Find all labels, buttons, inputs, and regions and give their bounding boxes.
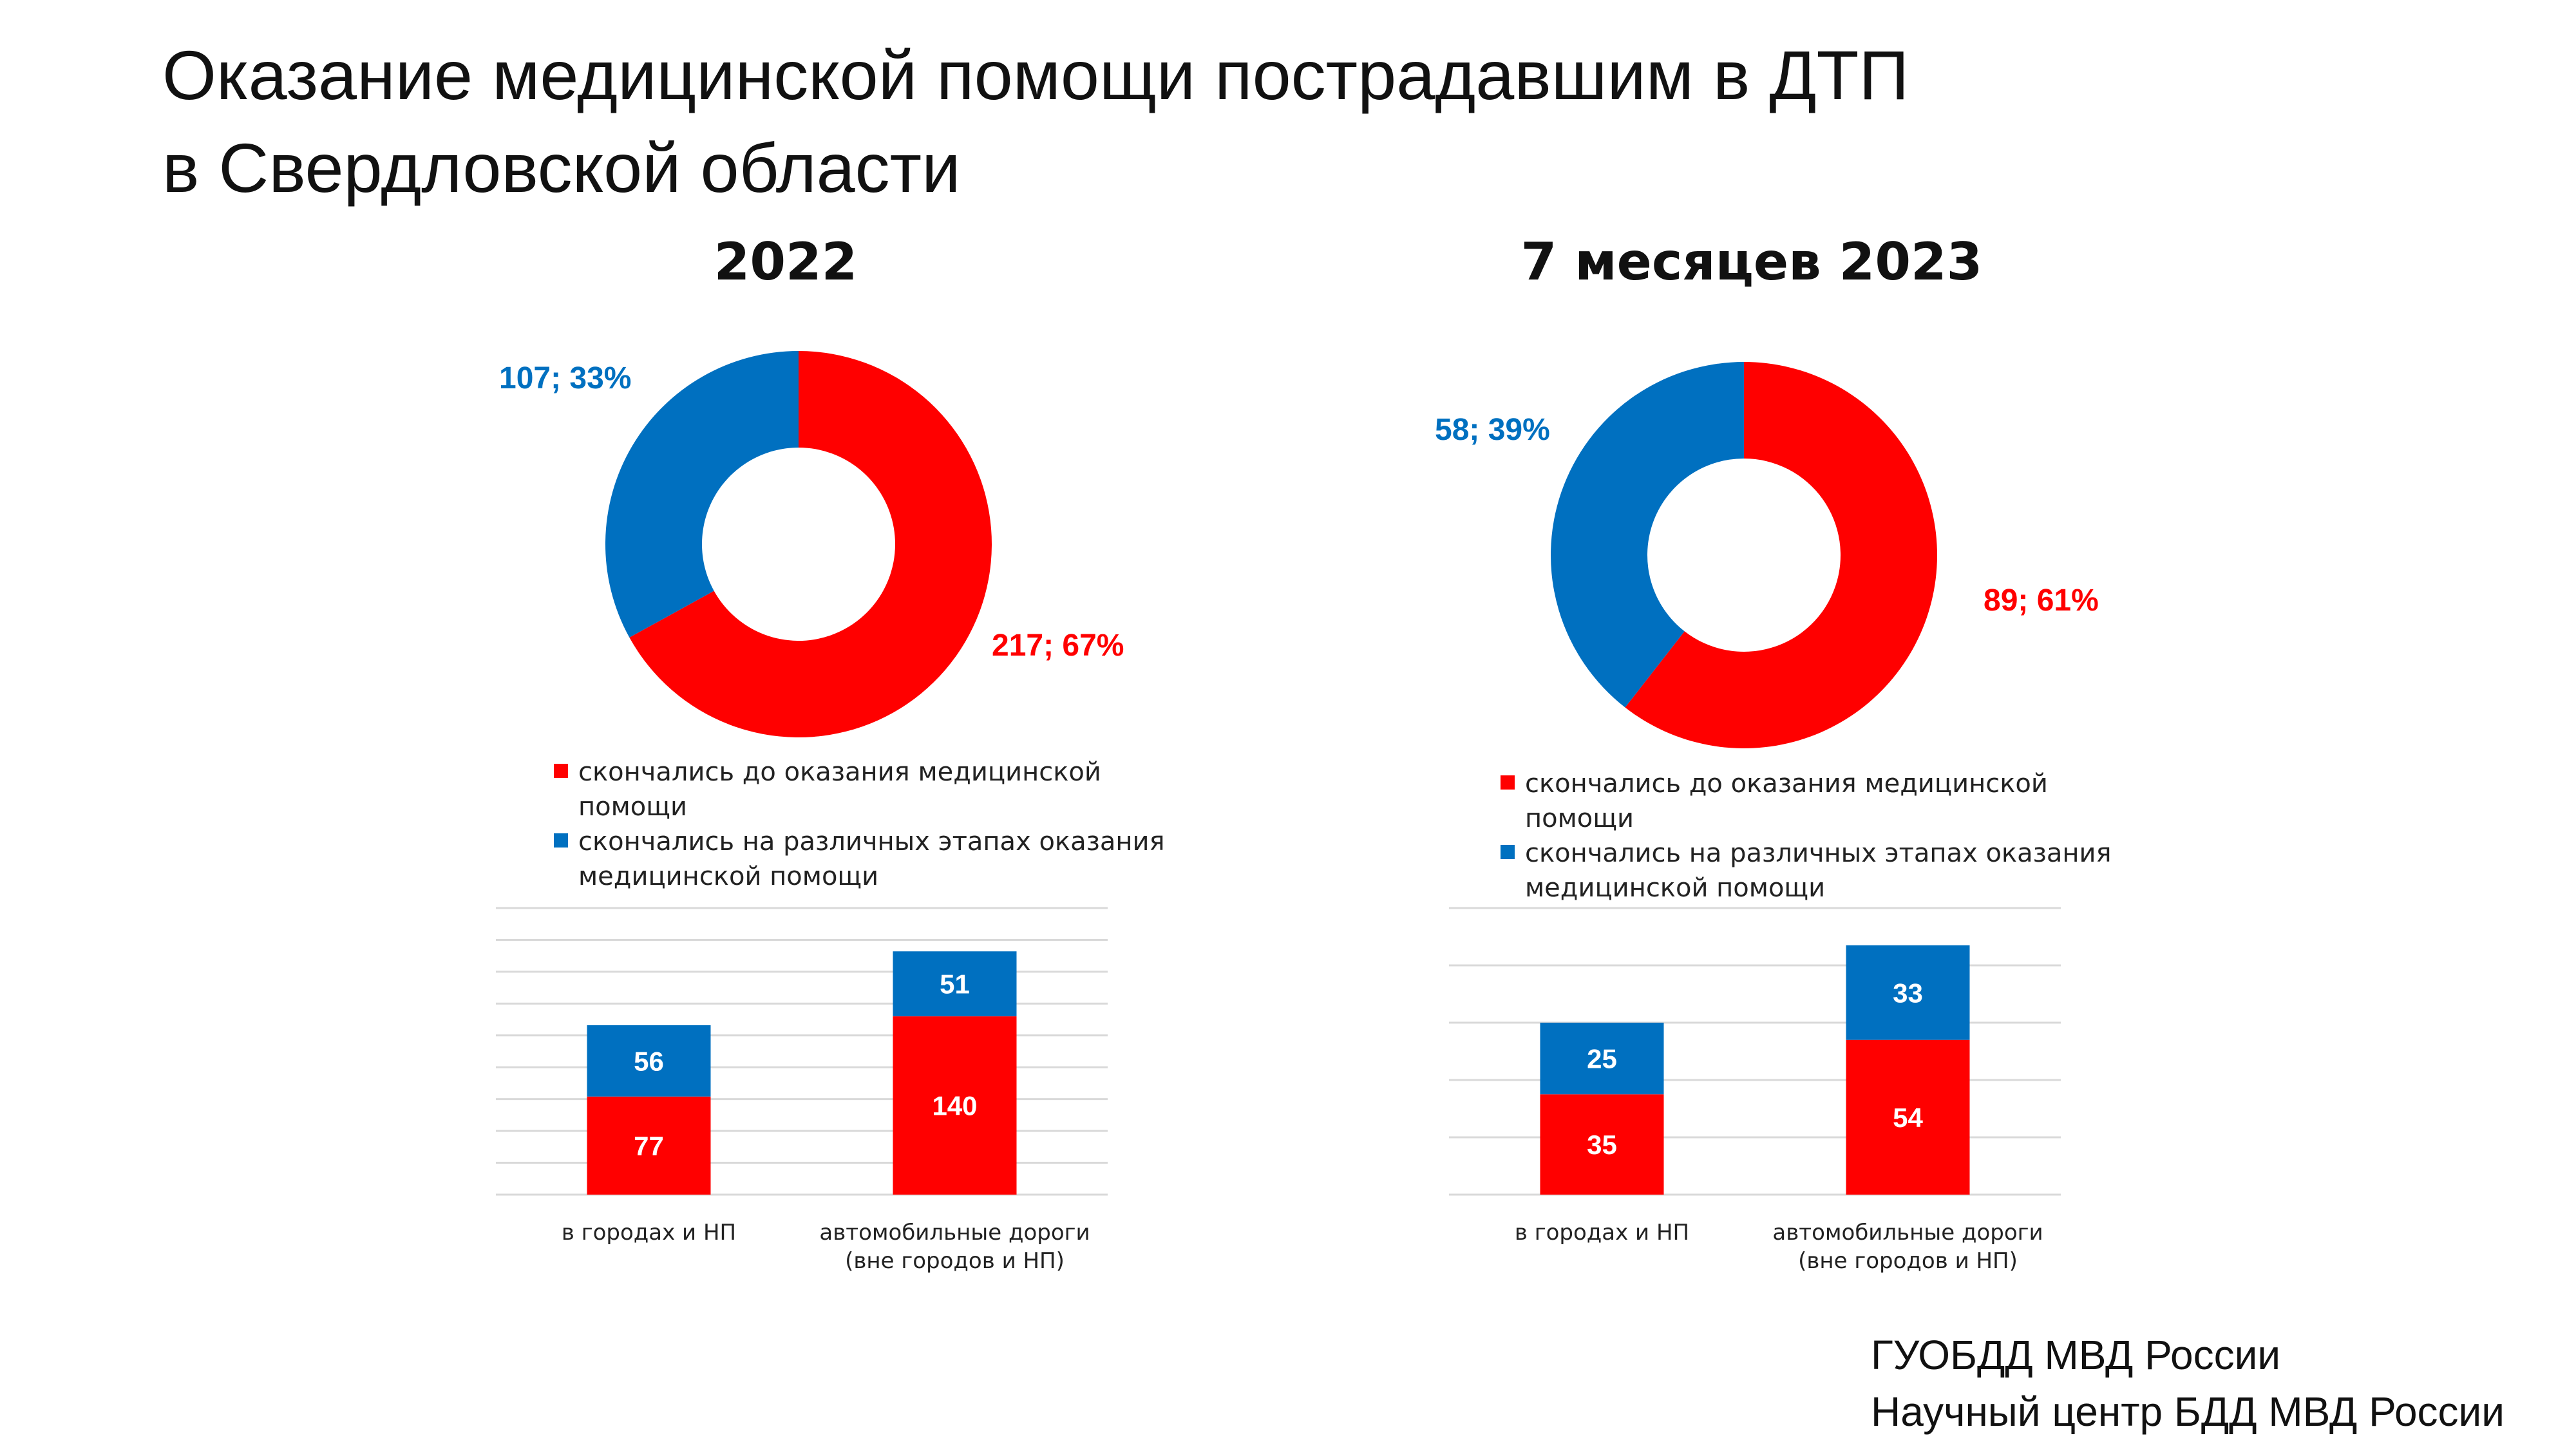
donut-chart-2022 bbox=[605, 351, 992, 737]
legend-item-red: скончались до оказания медицинской помощ… bbox=[1501, 766, 2157, 836]
x-tick-label: (вне городов и НП) bbox=[845, 1248, 1065, 1274]
title-line-1: Оказание медицинской помощи пострадавшим… bbox=[162, 36, 1909, 114]
donut-slice-0 bbox=[629, 351, 992, 737]
source-line-1: ГУОБДД МВД России bbox=[1871, 1332, 2281, 1378]
x-tick-label: автомобильные дороги bbox=[819, 1220, 1090, 1245]
bar-value-label: 54 bbox=[1893, 1103, 1923, 1133]
legend-swatch-red bbox=[1501, 775, 1515, 790]
x-tick-label: (вне городов и НП) bbox=[1798, 1248, 2018, 1274]
legend-label: скончались до оказания медицинской помощ… bbox=[578, 757, 1101, 822]
x-tick-label: в городах и НП bbox=[562, 1220, 736, 1245]
donut-label-blue-2022: 107; 33% bbox=[499, 361, 632, 395]
legend-item-blue: скончались на различных этапах оказания … bbox=[554, 824, 1211, 894]
legend-label: скончались до оказания медицинской помощ… bbox=[1525, 769, 2048, 833]
donut-slice-1 bbox=[1551, 362, 1744, 708]
legend-2023: скончались до оказания медицинской помощ… bbox=[1501, 766, 2157, 905]
legend-swatch-red bbox=[554, 764, 568, 778]
donut-slice-0 bbox=[1625, 362, 1937, 748]
bar-value-label: 51 bbox=[940, 969, 970, 999]
chart-title-2022: 2022 bbox=[714, 232, 858, 292]
legend-swatch-blue bbox=[554, 833, 568, 848]
bar-segment bbox=[893, 1016, 1017, 1195]
bar-value-label: 33 bbox=[1893, 978, 1923, 1008]
x-tick-label: в городах и НП bbox=[1515, 1220, 1689, 1245]
bar-segment bbox=[1846, 945, 1970, 1040]
donut-label-red-2023: 89; 61% bbox=[1984, 583, 2099, 618]
bar-segment bbox=[893, 951, 1017, 1017]
source-line-2: Научный центр БДД МВД России bbox=[1871, 1388, 2505, 1435]
chart-title-2023: 7 месяцев 2023 bbox=[1520, 232, 1983, 292]
legend-item-red: скончались до оказания медицинской помощ… bbox=[554, 755, 1211, 824]
bar-value-label: 56 bbox=[634, 1046, 664, 1076]
bar-segment bbox=[587, 1025, 711, 1097]
source-credit: ГУОБДД МВД России Научный центр БДД МВД … bbox=[1871, 1327, 2505, 1440]
donut-label-red-2022: 217; 67% bbox=[992, 629, 1124, 663]
bar-value-label: 77 bbox=[634, 1131, 664, 1161]
legend-2022: скончались до оказания медицинской помощ… bbox=[554, 755, 1211, 894]
x-tick-label: автомобильные дороги bbox=[1772, 1220, 2043, 1245]
bar-segment bbox=[1846, 1039, 1970, 1195]
legend-label: скончались на различных этапах оказания … bbox=[578, 827, 1165, 891]
legend-label: скончались на различных этапах оказания … bbox=[1525, 838, 2112, 903]
title-line-2: в Свердловской области bbox=[162, 129, 961, 207]
donut-slice-1 bbox=[605, 351, 799, 638]
donut-label-blue-2023: 58; 39% bbox=[1435, 413, 1550, 447]
bar-value-label: 35 bbox=[1587, 1130, 1617, 1160]
legend-item-blue: скончались на различных этапах оказания … bbox=[1501, 836, 2157, 905]
bar-value-label: 25 bbox=[1587, 1044, 1617, 1074]
bar-value-label: 140 bbox=[932, 1091, 977, 1121]
legend-swatch-blue bbox=[1501, 845, 1515, 859]
stacked-bar-chart-2022: 77 56 в городах и НП 140 51 автомобильные дор… bbox=[496, 907, 1108, 1274]
bar-segment bbox=[587, 1096, 711, 1195]
bar-segment bbox=[1540, 1023, 1664, 1095]
page-title: Оказание медицинской помощи пострадавшим… bbox=[162, 29, 2287, 214]
donut-chart-2023 bbox=[1551, 362, 1937, 748]
stacked-bar-chart-2023: 35 25 в городах и НП 54 33 автомобильные доро… bbox=[1449, 907, 2061, 1274]
bar-segment bbox=[1540, 1094, 1664, 1195]
